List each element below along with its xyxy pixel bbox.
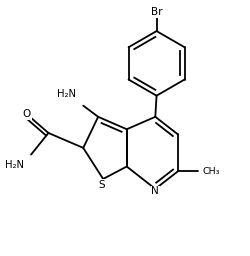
Text: S: S	[98, 180, 105, 190]
Text: H₂N: H₂N	[4, 160, 24, 170]
Text: Br: Br	[150, 7, 162, 17]
Text: CH₃: CH₃	[202, 167, 219, 176]
Text: O: O	[22, 109, 31, 119]
Text: N: N	[151, 186, 158, 196]
Text: H₂N: H₂N	[56, 89, 76, 99]
